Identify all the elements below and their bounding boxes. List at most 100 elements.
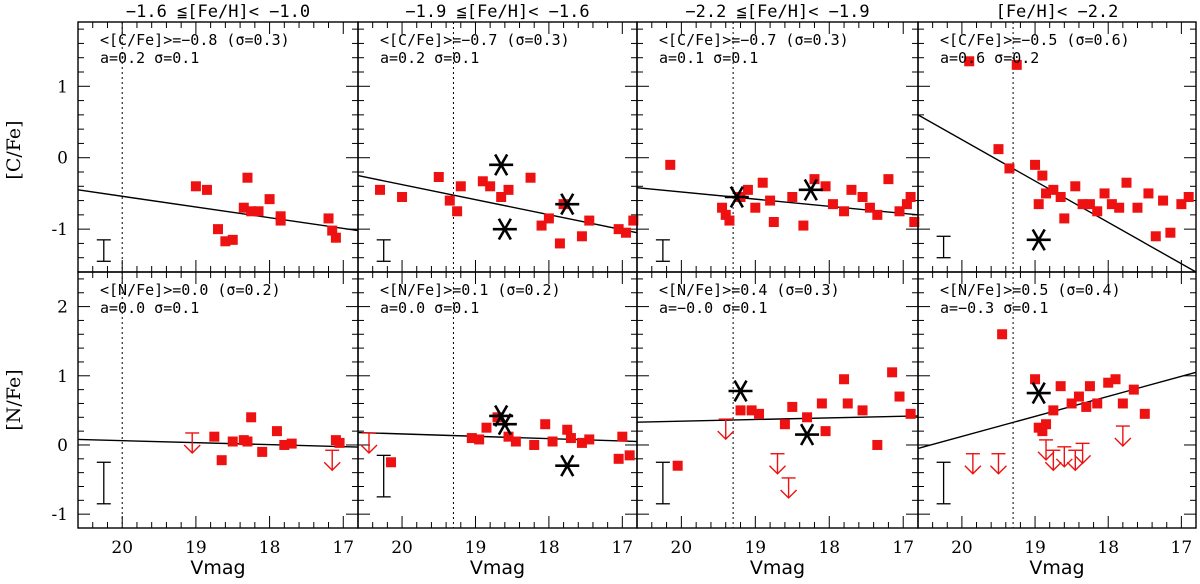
data-point — [334, 437, 345, 448]
data-point — [1037, 170, 1048, 181]
y-tick-label: -1 — [51, 220, 68, 240]
data-point — [746, 405, 757, 416]
upper-limit-head — [183, 444, 201, 454]
upper-limit-head — [1066, 461, 1084, 472]
data-point — [997, 329, 1008, 340]
data-point — [1066, 398, 1077, 409]
data-point — [1084, 381, 1095, 392]
data-point — [1011, 59, 1022, 70]
x-tick-label: 17 — [332, 538, 354, 558]
data-point — [227, 234, 238, 245]
fit-line — [357, 431, 638, 443]
data-point — [1081, 401, 1092, 412]
data-point — [894, 206, 905, 217]
bottom-panel-frame — [917, 271, 1197, 529]
data-point — [271, 426, 282, 437]
star-marker — [494, 153, 509, 176]
data-point — [257, 446, 268, 457]
fit-line — [77, 438, 359, 448]
data-point — [1037, 426, 1048, 437]
fit-annotation: a=0.0 σ=0.1 — [380, 299, 479, 317]
data-point — [839, 206, 850, 217]
mean-annotation: <[N/Fe]>=0.5 (σ=0.4) — [940, 281, 1121, 299]
data-point — [327, 225, 338, 236]
mean-annotation: <[N/Fe]>=0.4 (σ=0.3) — [659, 281, 840, 299]
data-point — [1139, 408, 1150, 419]
data-point — [242, 172, 253, 183]
upper-limit-head — [717, 430, 735, 441]
data-point — [1077, 199, 1088, 210]
x-axis-label: Vmag — [190, 557, 245, 579]
data-point — [201, 184, 212, 195]
star-marker — [1031, 228, 1046, 251]
data-point — [993, 144, 1004, 155]
fit-annotation: a=−0.3 σ=0.1 — [940, 299, 1048, 317]
data-point — [1030, 159, 1041, 170]
data-point — [466, 433, 477, 444]
data-point — [964, 56, 975, 67]
data-point — [620, 227, 631, 238]
upper-limit-head — [1037, 451, 1055, 461]
data-point — [1004, 163, 1015, 174]
data-point — [872, 209, 883, 220]
data-point — [323, 213, 334, 224]
mean-annotation: <[C/Fe]>=−0.8 (σ=0.3) — [100, 31, 290, 49]
panel-title: −1.6 ≦[Fe/H]< −1.0 — [126, 2, 310, 22]
data-point — [246, 206, 257, 217]
upper-limit-head — [1074, 454, 1092, 465]
data-point — [1070, 181, 1081, 192]
data-point — [857, 405, 868, 416]
star-marker — [560, 193, 575, 216]
y-tick-label: 1 — [57, 77, 68, 97]
upper-limit-head — [989, 465, 1007, 475]
data-point — [1150, 231, 1161, 242]
data-point — [1165, 227, 1176, 238]
data-point — [757, 177, 768, 188]
data-point — [827, 199, 838, 210]
y-tick-label: 0 — [57, 149, 68, 169]
star-marker — [803, 178, 818, 201]
data-point — [754, 408, 765, 419]
data-point — [905, 192, 916, 202]
upper-limit-head — [780, 489, 798, 499]
data-point — [905, 408, 916, 419]
x-tick-label: 17 — [1171, 538, 1193, 558]
data-point — [481, 422, 492, 433]
data-point — [330, 232, 341, 243]
data-point — [452, 206, 463, 217]
fit-annotation: a=0.0 σ=0.1 — [100, 299, 199, 317]
x-tick-label: 18 — [818, 538, 840, 558]
data-point — [275, 215, 286, 226]
x-tick-label: 20 — [671, 538, 693, 558]
star-marker — [1031, 382, 1046, 405]
data-point — [242, 436, 253, 447]
data-point — [503, 184, 514, 195]
fit-annotation: a=−0.0 σ=0.1 — [659, 299, 767, 317]
data-point — [264, 194, 275, 205]
data-point — [444, 195, 455, 206]
star-marker — [799, 423, 815, 446]
x-tick-label: 17 — [611, 538, 633, 558]
fit-line — [77, 189, 359, 232]
mean-annotation: <[C/Fe]>=−0.7 (σ=0.3) — [659, 31, 849, 49]
data-point — [246, 412, 257, 423]
data-point — [816, 398, 827, 409]
data-point — [253, 206, 264, 217]
star-marker — [560, 454, 575, 477]
data-point — [617, 431, 628, 442]
data-point — [735, 405, 746, 416]
data-point — [883, 174, 894, 185]
x-tick-label: 19 — [185, 538, 207, 558]
y-axis-label-bottom: [N/Fe] — [3, 369, 25, 430]
data-point — [576, 437, 587, 448]
data-point — [1106, 199, 1117, 210]
data-point — [1041, 419, 1052, 430]
x-tick-label: 19 — [744, 538, 766, 558]
data-point — [543, 213, 554, 224]
data-point — [1059, 213, 1070, 224]
data-point — [554, 238, 565, 249]
data-point — [1110, 374, 1121, 385]
data-point — [872, 439, 883, 450]
data-point — [565, 433, 576, 444]
